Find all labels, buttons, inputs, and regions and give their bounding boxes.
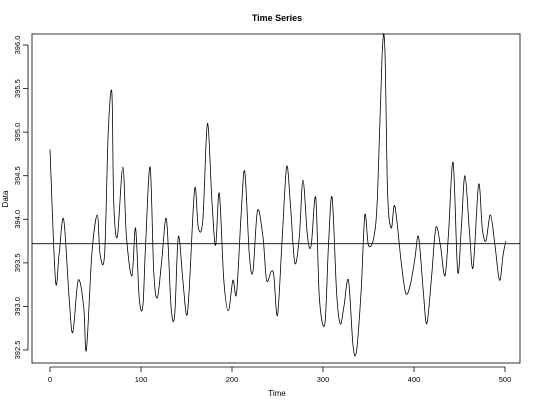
x-tick-label: 200 — [226, 375, 239, 384]
y-tick-label: 394.0 — [13, 210, 22, 229]
y-axis: 392.5 393.0 393.5 394.0 394.5 395.0 395.5 396.0 — [13, 36, 29, 360]
plot-frame — [31, 33, 521, 364]
x-tick-label: 0 — [48, 375, 52, 384]
chart-title: Time Series — [252, 13, 302, 23]
x-tick-label: 400 — [408, 375, 421, 384]
y-tick-label: 394.5 — [13, 166, 22, 185]
x-tick-label: 500 — [499, 375, 512, 384]
y-tick-label: 393.0 — [13, 297, 22, 316]
x-tick-label: 300 — [317, 375, 330, 384]
x-tick-label: 100 — [135, 375, 148, 384]
y-axis-label: Data — [1, 190, 10, 207]
y-tick-label: 392.5 — [13, 341, 22, 360]
series-line — [49, 33, 507, 357]
x-axis: 0 100 200 300 400 500 — [48, 366, 512, 384]
y-tick-label: 396.0 — [13, 36, 22, 55]
y-tick-label: 393.5 — [13, 253, 22, 272]
y-tick-label: 395.0 — [13, 123, 22, 142]
x-axis-label: Time — [268, 389, 286, 398]
y-tick-label: 395.5 — [13, 79, 22, 98]
